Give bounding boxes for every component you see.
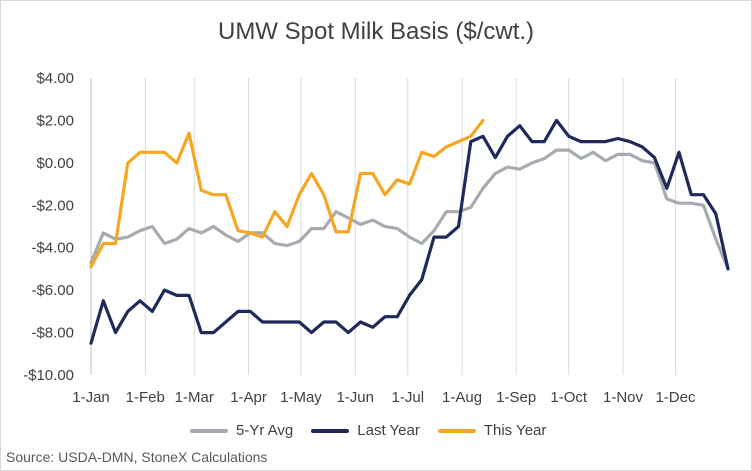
- legend-item-last-year: Last Year: [311, 422, 420, 439]
- legend-swatch-last-year: [311, 428, 350, 433]
- legend-label-last-year: Last Year: [357, 422, 420, 439]
- legend-swatch-this-year: [437, 428, 476, 433]
- gridlines: [144, 78, 676, 375]
- series-line-last-year: [89, 118, 730, 345]
- x-tick-label: 1-Jun: [336, 389, 374, 406]
- y-tick-label: -$2.00: [31, 197, 74, 214]
- x-tick-label: 1-Mar: [175, 389, 214, 406]
- y-tick-label: $2.00: [36, 112, 74, 129]
- x-tick-label: 1-Nov: [603, 389, 644, 406]
- legend-item-5yr-avg: 5-Yr Avg: [190, 422, 293, 439]
- y-tick-label: -$8.00: [31, 325, 74, 342]
- series-line-this-year: [89, 118, 485, 269]
- chart-title: UMW Spot Milk Basis ($/cwt.): [217, 18, 535, 45]
- x-tick-label: 1-Oct: [550, 389, 588, 406]
- y-tick-label: $0.00: [36, 155, 74, 172]
- x-tick-label: 1-Feb: [126, 389, 165, 406]
- y-tick-label: -$10.00: [23, 367, 74, 384]
- legend-item-this-year: This Year: [437, 422, 547, 439]
- legend-label-5yr-avg: 5-Yr Avg: [236, 422, 294, 439]
- series-line-5-yr-avg: [89, 148, 730, 271]
- legend: 5-Yr Avg Last Year This Year: [190, 422, 546, 439]
- x-axis: 1-Jan 1-Feb 1-Mar 1-Apr 1-May 1-Jun 1-Jul 1-Aug…: [72, 389, 696, 406]
- x-tick-label: 1-Jan: [72, 389, 110, 406]
- x-tick-label: 1-Sep: [496, 389, 536, 406]
- y-axis: $4.00 $2.00 $0.00 -$2.00 -$4.00 -$6.00 -$8.00 -…: [23, 70, 92, 384]
- y-tick-label: -$6.00: [31, 282, 74, 299]
- x-tick-label: 1-Aug: [442, 389, 482, 406]
- x-tick-label: 1-Apr: [230, 389, 267, 406]
- y-tick-label: -$4.00: [31, 240, 74, 257]
- x-tick-label: 1-May: [280, 389, 322, 406]
- legend-label-this-year: This Year: [483, 422, 547, 439]
- x-tick-label: 1-Jul: [392, 389, 425, 406]
- source-note: Source: USDA-DMN, StoneX Calculations: [6, 449, 268, 465]
- series-lines: [89, 118, 730, 345]
- legend-swatch-5yr-avg: [190, 428, 228, 433]
- x-tick-label: 1-Dec: [655, 389, 696, 406]
- y-tick-label: $4.00: [36, 70, 74, 87]
